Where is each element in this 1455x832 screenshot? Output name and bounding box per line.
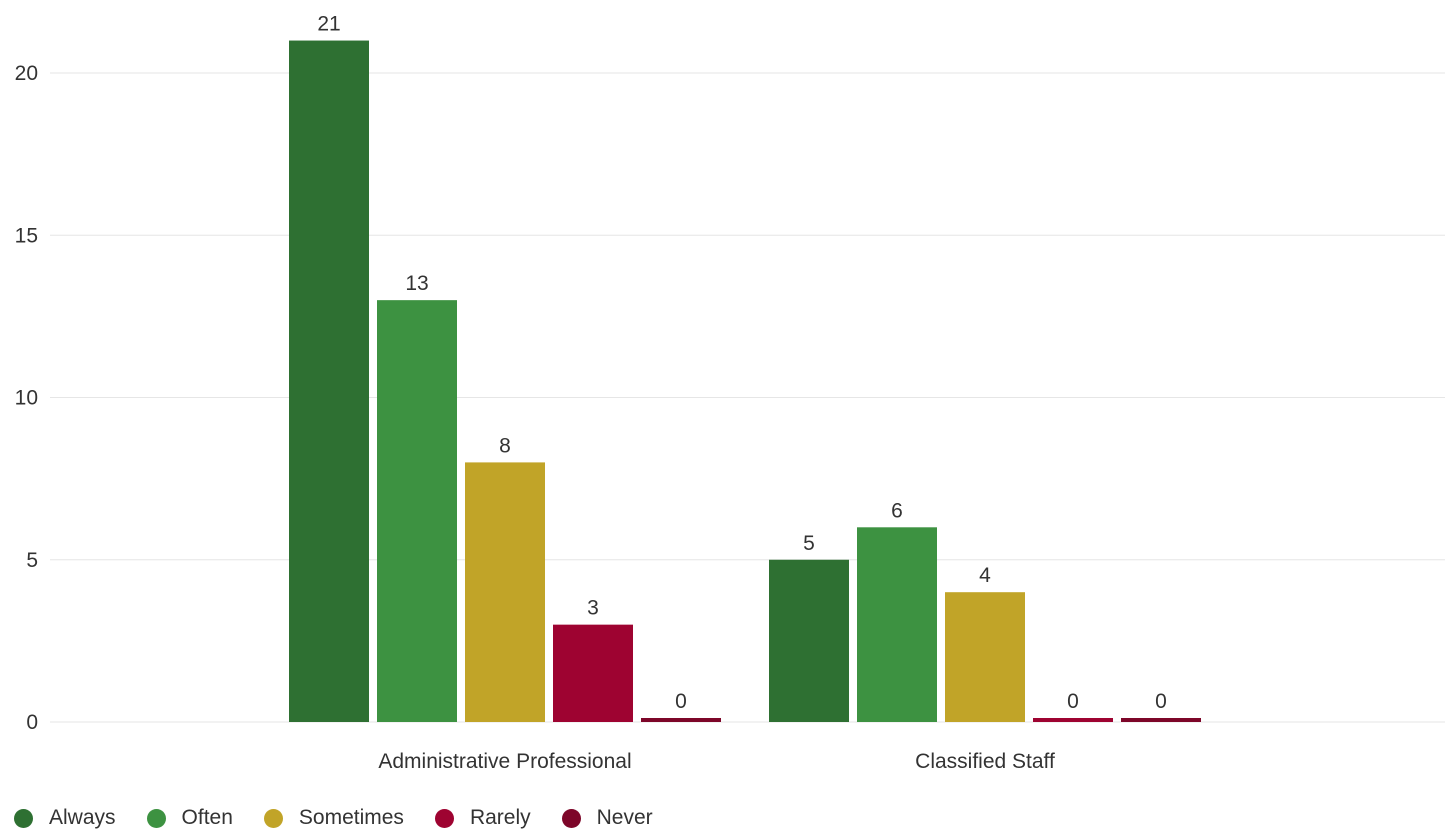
bar-never[interactable] [1121, 718, 1201, 722]
legend-item-rarely[interactable]: Rarely [434, 806, 531, 830]
bar-group: 5 6 4 0 0 [769, 499, 1201, 722]
data-label: 0 [675, 690, 687, 713]
legend-label: Rarely [469, 806, 531, 829]
bar-always[interactable] [769, 559, 849, 722]
legend-marker [263, 808, 283, 828]
legend-label: Sometimes [298, 806, 404, 829]
legend-marker [146, 808, 166, 828]
y-axis: 0 5 10 15 20 [15, 62, 38, 734]
x-category-label: Administrative Professional [378, 750, 631, 773]
gridlines [50, 72, 1445, 723]
bar-sometimes[interactable] [465, 462, 545, 722]
bar-sometimes[interactable] [945, 592, 1025, 722]
legend-marker [434, 808, 454, 828]
y-tick-label: 5 [26, 549, 38, 572]
legend-item-never[interactable]: Never [561, 806, 653, 830]
data-label: 0 [1155, 690, 1167, 713]
data-label: 21 [317, 13, 340, 36]
x-category-label: Classified Staff [915, 750, 1055, 773]
data-label: 8 [499, 434, 511, 457]
data-label: 6 [891, 499, 903, 522]
data-label: 4 [979, 564, 991, 587]
y-tick-label: 0 [26, 711, 38, 734]
data-label: 5 [803, 532, 815, 555]
legend-item-sometimes[interactable]: Sometimes [263, 806, 404, 830]
bar-rarely[interactable] [553, 624, 633, 722]
legend: Always Often Sometimes Rarely Never [14, 804, 684, 832]
bar-groups: 21 13 8 3 0 5 6 4 0 0 [289, 13, 1201, 723]
legend-item-always[interactable]: Always [14, 806, 116, 830]
y-tick-label: 15 [15, 224, 38, 247]
legend-label: Never [596, 806, 653, 829]
legend-marker [561, 808, 581, 828]
legend-label: Always [49, 806, 116, 829]
y-tick-label: 20 [15, 62, 38, 85]
bar-chart: 0 5 10 15 20 21 13 8 3 0 5 6 4 0 0 Administrative Pro… [15, 13, 1445, 773]
y-tick-label: 10 [15, 387, 38, 410]
legend-item-often[interactable]: Often [146, 806, 233, 830]
bar-rarely[interactable] [1033, 718, 1113, 722]
x-axis: Administrative Professional Classified St… [378, 750, 1055, 773]
bar-often[interactable] [377, 300, 457, 722]
data-label: 3 [587, 597, 599, 620]
legend-marker [14, 808, 33, 828]
legend-label: Often [181, 806, 233, 829]
data-label: 0 [1067, 690, 1079, 713]
bar-often[interactable] [857, 527, 937, 722]
bar-always[interactable] [289, 40, 369, 723]
bar-never[interactable] [641, 718, 721, 722]
data-label: 13 [405, 272, 428, 295]
bar-group: 21 13 8 3 0 [289, 13, 721, 723]
